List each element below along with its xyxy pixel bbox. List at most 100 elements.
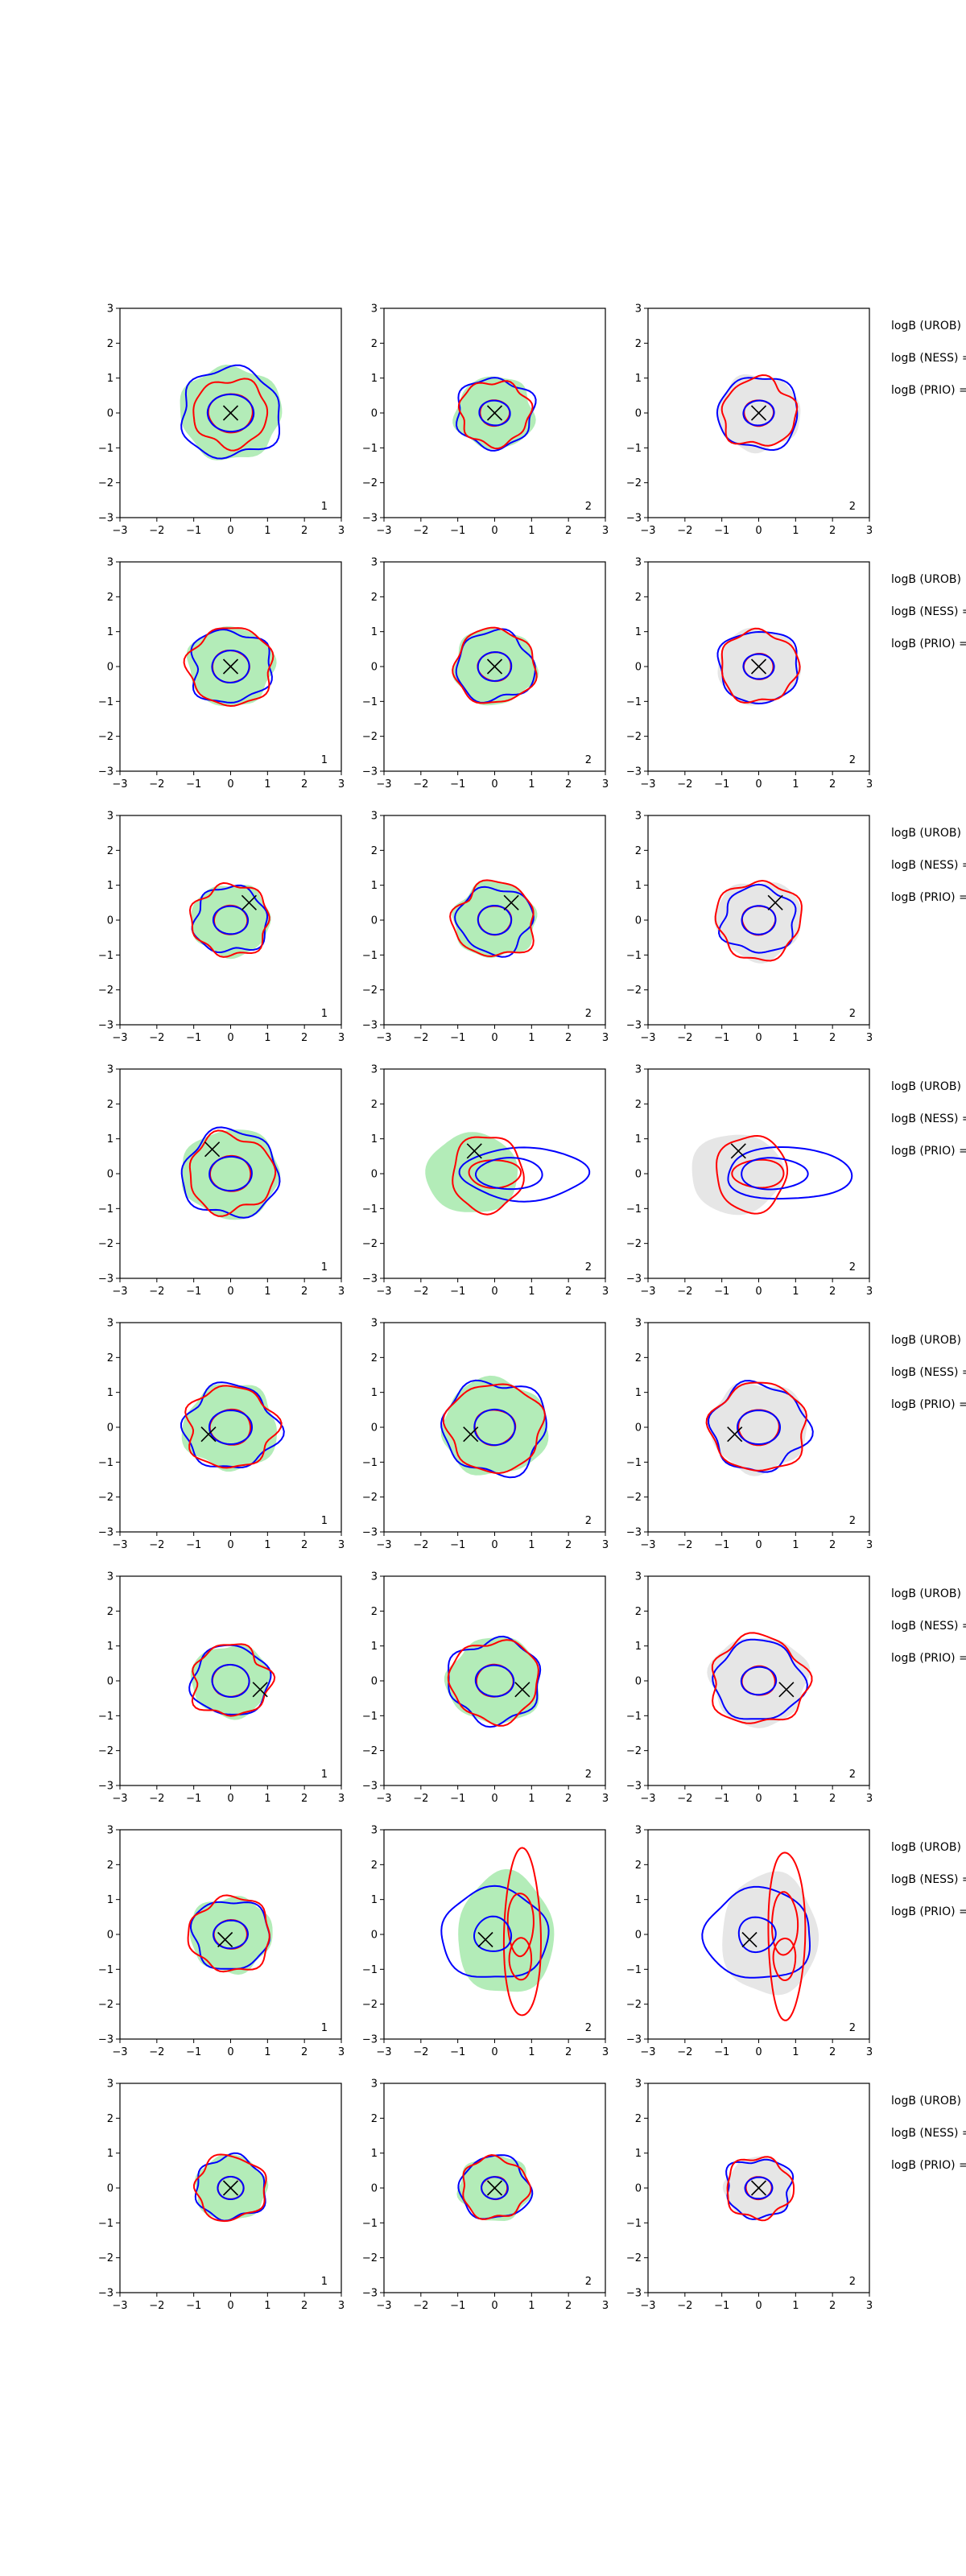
x-tick-label: −1 (186, 2300, 201, 2312)
contour-line-blue (716, 377, 799, 452)
y-tick-label: −1 (362, 1964, 378, 1976)
y-tick-label: 2 (371, 1099, 378, 1111)
truth-marker (463, 1426, 479, 1443)
y-tick-label: −3 (98, 2034, 114, 2046)
density-fill (425, 1132, 518, 1212)
density-fill (190, 1645, 271, 1720)
y-tick-label: 0 (635, 1422, 642, 1435)
x-tick-label: 1 (528, 1032, 535, 1044)
x-tick-label: −2 (413, 1286, 428, 1298)
logB-annotation: logB (PRIO) = (891, 1652, 966, 1665)
y-tick-label: 0 (107, 1676, 114, 1688)
truth-marker (222, 2180, 239, 2196)
truth-marker (252, 1682, 268, 1698)
y-tick-label: 0 (635, 915, 642, 927)
x-tick-label: −1 (450, 1539, 465, 1551)
contour-line-blue (180, 1381, 285, 1469)
contour-line-red-inner (731, 1158, 785, 1189)
y-tick-label: 0 (635, 408, 642, 420)
x-tick-label: −1 (714, 1286, 729, 1298)
y-tick-label: 2 (107, 338, 114, 350)
x-tick-label: 1 (264, 1539, 270, 1551)
x-tick-label: −3 (112, 1793, 127, 1805)
x-tick-label: 1 (264, 1032, 270, 1044)
contour-line-blue-inner (478, 399, 511, 427)
x-tick-label: 2 (565, 1286, 572, 1298)
y-tick-label: −1 (98, 1711, 114, 1723)
x-tick-label: −2 (413, 2300, 428, 2312)
panel-label: 1 (321, 1008, 328, 1020)
y-tick-label: 2 (371, 2113, 378, 2125)
contour-line-blue-inner (477, 650, 513, 683)
x-tick-label: 2 (301, 525, 308, 537)
contour-line-blue-inner (737, 1916, 777, 1954)
truth-marker (241, 894, 257, 910)
x-tick-label: 1 (528, 2300, 535, 2312)
x-tick-label: 1 (528, 778, 535, 791)
x-tick-label: −3 (376, 2046, 391, 2058)
y-tick-label: 1 (107, 2148, 114, 2160)
x-tick-label: −1 (186, 1793, 201, 1805)
y-tick-label: 3 (635, 1318, 642, 1330)
contour-line-red-inner (508, 1937, 533, 1981)
y-tick-label: −1 (626, 1457, 642, 1469)
contour-line-blue (454, 886, 535, 958)
y-tick-label: 3 (635, 1571, 642, 1583)
y-tick-label: −1 (626, 950, 642, 962)
logB-annotation: logB (PRIO) = (891, 1905, 966, 1918)
panel-label: 2 (585, 1515, 592, 1527)
density-fill (189, 1895, 273, 1975)
y-tick-label: −2 (98, 477, 114, 489)
x-tick-label: −2 (413, 778, 428, 791)
y-tick-label: −1 (626, 2218, 642, 2230)
x-tick-label: 3 (866, 2300, 873, 2312)
x-tick-label: 2 (829, 1286, 836, 1298)
panel-label: 1 (321, 1261, 328, 1274)
x-tick-label: 0 (755, 2300, 762, 2312)
x-tick-label: −2 (149, 525, 164, 537)
y-tick-label: 2 (107, 592, 114, 604)
logB-annotation: logB (UROB) (891, 1587, 961, 1600)
truth-marker (466, 1143, 482, 1159)
y-tick-label: 2 (107, 1099, 114, 1111)
y-tick-label: −2 (362, 985, 378, 997)
truth-marker (750, 658, 767, 675)
y-tick-label: 0 (371, 1422, 378, 1435)
x-tick-label: −1 (186, 1286, 201, 1298)
y-tick-label: −3 (98, 513, 114, 525)
panel-label: 2 (585, 501, 592, 513)
y-tick-label: 2 (371, 338, 378, 350)
x-tick-label: 3 (338, 778, 345, 791)
y-tick-label: 0 (371, 408, 378, 420)
density-fill (181, 1129, 281, 1220)
contour-line-blue-inner (217, 2176, 245, 2200)
y-tick-label: 0 (107, 408, 114, 420)
x-tick-label: 0 (755, 1286, 762, 1298)
density-fill (691, 1134, 785, 1216)
x-tick-label: 1 (528, 1793, 535, 1805)
y-tick-label: −3 (362, 513, 378, 525)
y-tick-label: 1 (107, 1641, 114, 1653)
x-tick-label: −2 (149, 1286, 164, 1298)
panel-label: 2 (585, 754, 592, 766)
y-tick-label: −1 (98, 443, 114, 455)
contour-line-red (705, 1381, 807, 1472)
y-tick-label: 2 (635, 592, 642, 604)
contour-line-blue-inner (740, 1666, 778, 1696)
x-tick-label: −3 (112, 1539, 127, 1551)
y-tick-label: −2 (98, 731, 114, 743)
x-tick-label: −1 (186, 1539, 201, 1551)
y-tick-label: −1 (626, 443, 642, 455)
y-tick-label: −1 (362, 1203, 378, 1216)
y-tick-label: 3 (107, 1318, 114, 1330)
x-tick-label: 2 (829, 778, 836, 791)
y-tick-label: −1 (626, 1964, 642, 1976)
contour-line-blue-inner (212, 905, 250, 935)
truth-marker (778, 1682, 795, 1698)
y-tick-label: −1 (98, 696, 114, 708)
truth-marker (514, 1682, 530, 1698)
